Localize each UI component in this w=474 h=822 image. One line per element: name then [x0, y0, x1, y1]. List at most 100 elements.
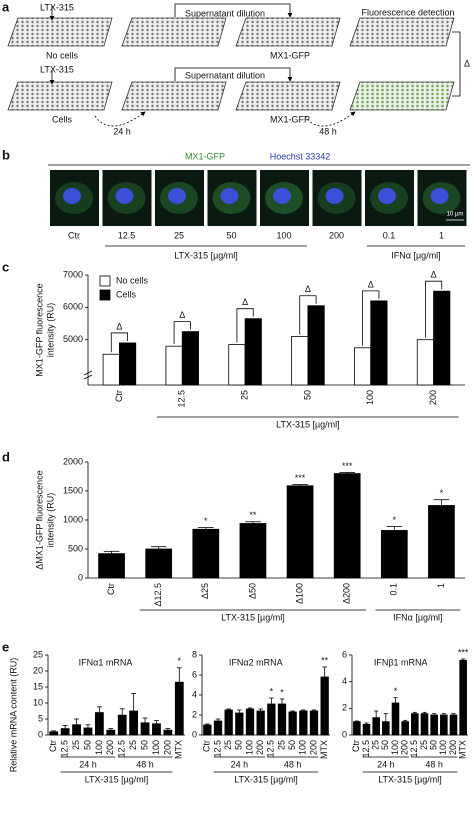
y-tick-label: 500 — [68, 543, 83, 553]
plate — [349, 81, 455, 111]
nucleus — [378, 188, 396, 204]
plate-label: Cells — [52, 114, 73, 124]
incubation-arrow — [94, 111, 146, 127]
nucleus — [63, 188, 81, 204]
bar — [106, 729, 116, 736]
bar — [440, 714, 448, 736]
bar — [152, 723, 161, 736]
plate — [7, 17, 113, 47]
x-tick-label: 25 — [71, 740, 81, 750]
y-tick-label: 6000 — [63, 302, 83, 312]
panel-letter: d — [2, 449, 10, 464]
annotation: * — [178, 656, 182, 666]
bar — [239, 523, 267, 579]
y-tick-label: 2 — [342, 703, 347, 713]
annotation: * — [394, 686, 398, 696]
x-tick-label: 50 — [82, 740, 92, 750]
image-label: 0.1 — [383, 230, 396, 240]
x-tick-label: Ctr — [114, 390, 124, 402]
bar — [286, 485, 314, 579]
group-label: 48 h — [136, 759, 154, 769]
treatment-label: LTX-315 — [40, 2, 74, 12]
legend-swatch — [99, 275, 111, 287]
annotation: Δ — [116, 321, 122, 331]
annotation: Δ — [242, 297, 248, 307]
bar — [362, 723, 371, 736]
bar — [60, 728, 70, 736]
x-tick-label: 100 — [365, 390, 375, 405]
x-tick-label: Δ25 — [200, 583, 210, 599]
reporter-label: MX1-GFP — [270, 114, 310, 124]
legend-swatch — [99, 289, 111, 301]
x-tick-label: 25 — [371, 740, 381, 750]
bar — [459, 659, 467, 736]
delta-label: Δ — [464, 58, 470, 68]
y-tick-label: 10 — [33, 697, 43, 707]
treatment-label: LTX-315 — [40, 64, 74, 74]
x-tick-label: 200 — [162, 740, 172, 755]
bar — [181, 331, 199, 386]
x-tick-label: 25 — [419, 740, 429, 750]
bar — [129, 710, 139, 736]
bar — [433, 290, 451, 386]
plate — [235, 81, 341, 111]
bar — [277, 703, 287, 736]
bar — [420, 713, 429, 736]
bar — [203, 724, 212, 736]
plate — [121, 81, 227, 111]
x-tick-label: 12.5 — [60, 740, 70, 758]
bar — [430, 714, 438, 736]
annotation: * — [270, 686, 274, 696]
y-tick-label: 7000 — [63, 269, 83, 279]
group-label: LTX-315 [µg/ml] — [174, 250, 238, 260]
annotation: * — [440, 488, 444, 498]
x-tick-label: Δ100 — [294, 583, 304, 604]
x-tick-label: 50 — [429, 740, 439, 750]
group-label: 24 h — [231, 759, 249, 769]
x-tick-label: 50 — [302, 390, 312, 400]
nucleus — [115, 188, 134, 204]
group-label: 24 h — [79, 759, 97, 769]
y-tick-label: 6 — [192, 669, 197, 679]
bar — [163, 729, 173, 736]
bar — [165, 345, 183, 386]
bar — [391, 702, 400, 736]
x-tick-label: 12.5 — [409, 740, 419, 758]
y-tick-label: 0 — [342, 729, 347, 739]
panel-letter: c — [2, 259, 9, 274]
annotation: * — [393, 515, 397, 525]
y-tick-label: 2 — [192, 709, 197, 719]
annotation: Δ — [368, 279, 374, 289]
y-tick-label: 6 — [342, 649, 347, 659]
bar — [299, 710, 308, 736]
x-tick-label: Ctr — [202, 740, 212, 752]
time-label: 48 h — [319, 126, 337, 136]
bar — [372, 717, 380, 736]
bar — [174, 681, 184, 736]
bar — [83, 727, 93, 736]
bracket — [299, 295, 317, 335]
chart-title: IFNα1 mRNA — [79, 657, 133, 667]
x-tick-label: 100 — [151, 740, 161, 755]
x-tick-label: 100 — [390, 740, 400, 755]
channel-label: Hoechst 33342 — [270, 151, 331, 161]
annotation: *** — [295, 473, 306, 483]
annotation: ** — [321, 655, 329, 665]
plate — [235, 17, 341, 47]
x-tick-label: 0.1 — [389, 583, 399, 596]
bar — [119, 342, 137, 386]
bar — [235, 712, 244, 736]
x-tick-label: 200 — [400, 740, 410, 755]
bar — [72, 724, 81, 736]
axis-break — [83, 370, 93, 376]
x-tick-label: 12.5 — [177, 390, 187, 408]
bar — [382, 721, 390, 736]
group-label: LTX-315 [µg/ml] — [221, 612, 285, 622]
nucleus — [168, 188, 186, 204]
bar — [267, 703, 276, 736]
x-tick-label: 25 — [239, 390, 249, 400]
legend-label: Cells — [116, 289, 137, 299]
x-tick-label: MTX — [174, 740, 184, 759]
y-tick-label: 4 — [192, 689, 197, 699]
